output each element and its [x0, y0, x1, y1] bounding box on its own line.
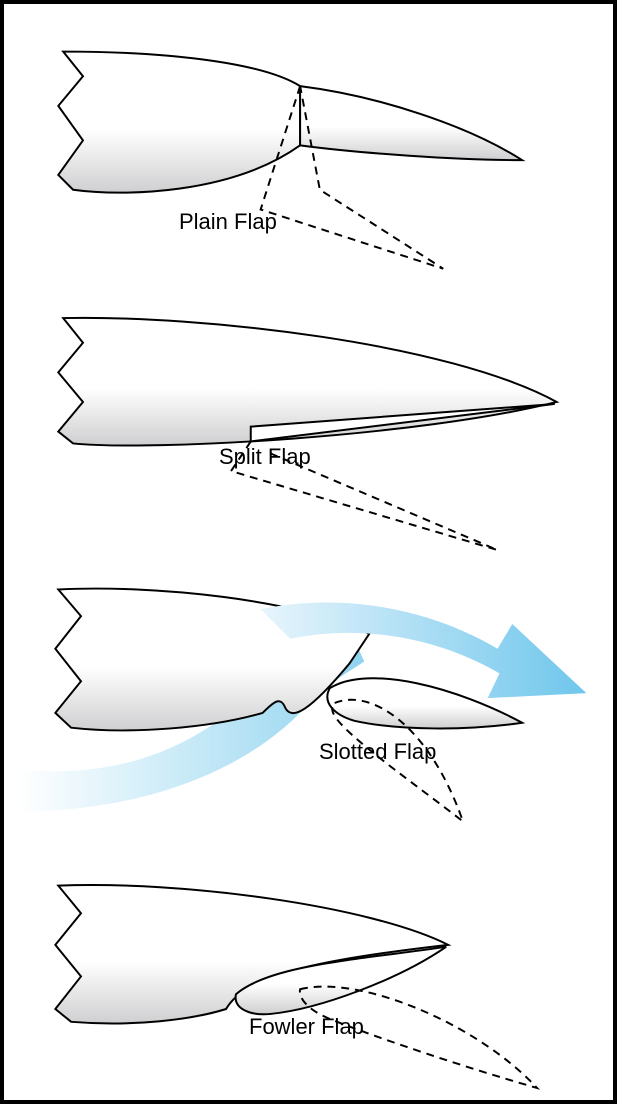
- split-flap-group: [58, 318, 556, 550]
- plain-flap-retracted: [300, 86, 522, 160]
- plain-wing: [58, 52, 300, 193]
- slotted-flap-group: [19, 589, 587, 822]
- fowler-flap-label: Fowler Flap: [249, 1014, 364, 1040]
- plain-flap-group: [58, 52, 522, 269]
- diagram-frame: Plain Flap Split Flap Slotted Flap Fowle…: [0, 0, 617, 1104]
- plain-flap-label: Plain Flap: [179, 209, 277, 235]
- slotted-flap-retracted: [327, 678, 522, 728]
- fowler-flap-group: [55, 885, 537, 1088]
- split-flap-label: Split Flap: [219, 444, 311, 470]
- slotted-flap-label: Slotted Flap: [319, 739, 436, 765]
- diagram-canvas: [4, 4, 613, 1100]
